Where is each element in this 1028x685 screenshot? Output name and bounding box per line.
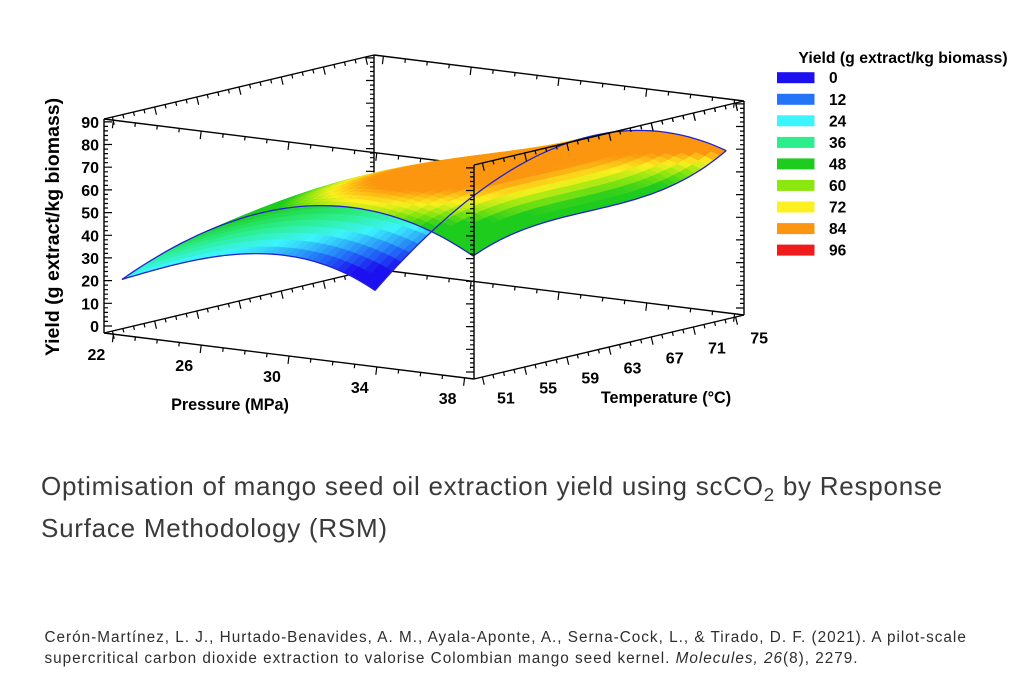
svg-text:36: 36 bbox=[829, 135, 847, 152]
svg-text:70: 70 bbox=[81, 160, 99, 177]
svg-text:96: 96 bbox=[829, 243, 847, 260]
svg-text:67: 67 bbox=[666, 351, 684, 368]
svg-text:71: 71 bbox=[708, 341, 726, 358]
svg-text:51: 51 bbox=[497, 391, 515, 408]
svg-text:Temperature (°C): Temperature (°C) bbox=[601, 389, 731, 407]
svg-text:63: 63 bbox=[624, 361, 642, 378]
svg-text:38: 38 bbox=[439, 391, 457, 408]
svg-text:55: 55 bbox=[539, 381, 557, 398]
svg-text:50: 50 bbox=[81, 206, 99, 223]
svg-text:72: 72 bbox=[829, 200, 846, 217]
svg-text:75: 75 bbox=[750, 331, 768, 348]
svg-text:24: 24 bbox=[829, 113, 847, 130]
svg-text:30: 30 bbox=[81, 251, 99, 268]
svg-text:90: 90 bbox=[81, 115, 99, 132]
svg-text:22: 22 bbox=[88, 347, 106, 364]
svg-text:0: 0 bbox=[90, 319, 99, 336]
svg-text:12: 12 bbox=[829, 92, 846, 109]
svg-text:60: 60 bbox=[81, 183, 99, 200]
svg-text:34: 34 bbox=[351, 380, 369, 397]
svg-text:Pressure (MPa): Pressure (MPa) bbox=[171, 396, 289, 414]
svg-text:30: 30 bbox=[263, 369, 281, 386]
svg-text:10: 10 bbox=[81, 296, 99, 313]
svg-text:Yield (g extract/kg biomass): Yield (g extract/kg biomass) bbox=[42, 98, 64, 356]
svg-text:84: 84 bbox=[829, 221, 847, 238]
svg-text:Yield (g extract/kg biomass): Yield (g extract/kg biomass) bbox=[798, 50, 1007, 67]
svg-text:59: 59 bbox=[581, 371, 599, 388]
svg-text:40: 40 bbox=[81, 228, 99, 245]
svg-text:20: 20 bbox=[81, 274, 99, 291]
svg-text:80: 80 bbox=[81, 138, 99, 155]
svg-text:0: 0 bbox=[829, 70, 838, 87]
svg-text:60: 60 bbox=[829, 178, 846, 195]
svg-text:26: 26 bbox=[175, 358, 193, 375]
svg-text:48: 48 bbox=[829, 156, 847, 173]
